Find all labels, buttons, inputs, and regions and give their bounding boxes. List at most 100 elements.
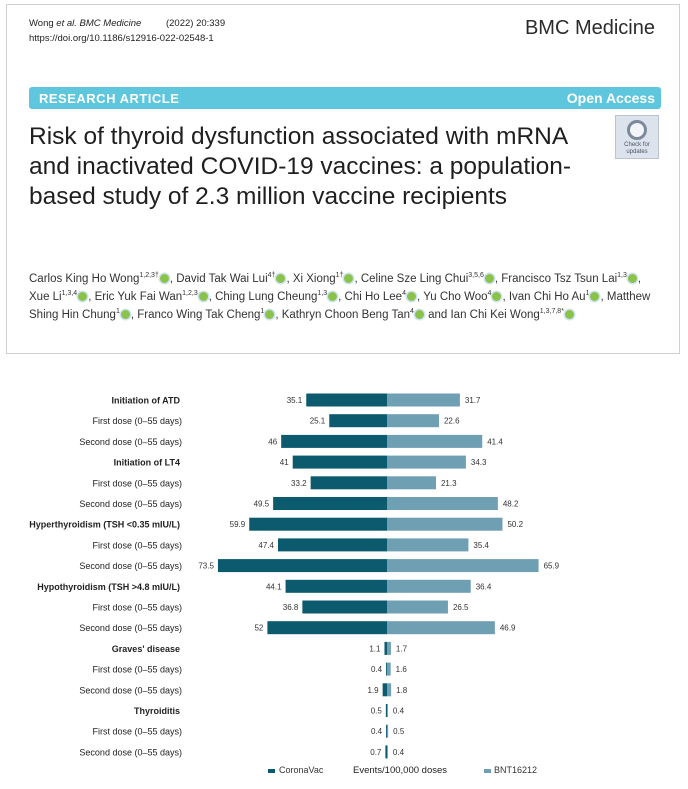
value-label-bnt16212: 0.4 xyxy=(393,707,405,716)
article-type-banner: RESEARCH ARTICLE Open Access xyxy=(29,87,661,109)
author-conjunction: and xyxy=(424,309,451,321)
value-label-coronavac: 59.9 xyxy=(230,520,246,529)
value-label-bnt16212: 1.6 xyxy=(396,665,408,674)
orcid-icon[interactable] xyxy=(276,273,286,283)
bar-coronavac xyxy=(281,434,387,448)
author-name[interactable]: Kathryn Choon Beng Tan xyxy=(281,309,410,321)
group-label: Thyroiditis xyxy=(134,706,180,716)
paper-header: Wong et al. BMC Medicine (2022) 20:339 h… xyxy=(6,4,680,354)
author-name[interactable]: Carlos King Ho Wong xyxy=(29,273,140,285)
orcid-icon[interactable] xyxy=(590,291,600,301)
value-label-coronavac: 0.4 xyxy=(371,665,383,674)
author-affiliation: 1 xyxy=(260,308,265,316)
bar-coronavac xyxy=(382,683,387,697)
orcid-icon[interactable] xyxy=(344,273,354,283)
citation-authors: Wong xyxy=(29,18,54,29)
value-label-bnt16212: 26.5 xyxy=(453,603,469,612)
category-label: Second dose (0–55 days) xyxy=(79,561,182,571)
bar-bnt16212 xyxy=(387,393,460,407)
author-affiliation: 4 xyxy=(487,290,492,298)
bar-coronavac xyxy=(385,745,387,759)
author-name[interactable]: David Tak Wai Lui xyxy=(176,273,268,285)
orcid-icon[interactable] xyxy=(328,291,338,301)
author-name[interactable]: Eric Yuk Fai Wan xyxy=(94,291,183,303)
bar-coronavac xyxy=(249,517,387,531)
category-label: Second dose (0–55 days) xyxy=(79,437,182,447)
value-label-bnt16212: 41.4 xyxy=(487,437,503,446)
value-label-coronavac: 25.1 xyxy=(310,417,326,426)
author-name[interactable]: Chi Ho Lee xyxy=(344,291,403,303)
author-list: Carlos King Ho Wong1,2,3†, David Tak Wai… xyxy=(29,272,651,321)
value-label-bnt16212: 35.4 xyxy=(473,541,489,550)
article-title: Risk of thyroid dysfunction associated w… xyxy=(29,123,572,210)
author-affiliation: 1,3,4 xyxy=(61,290,78,298)
value-label-bnt16212: 1.7 xyxy=(396,644,408,653)
bar-coronavac xyxy=(277,538,387,552)
orcid-icon[interactable] xyxy=(492,291,502,301)
category-label: First dose (0–55 days) xyxy=(92,665,182,675)
orcid-icon[interactable] xyxy=(198,291,208,301)
orcid-icon[interactable] xyxy=(78,291,88,301)
author-affiliation: 4† xyxy=(267,272,276,280)
author-name[interactable]: Xue Li xyxy=(29,291,62,303)
bar-bnt16212 xyxy=(387,414,439,428)
value-label-bnt16212: 1.8 xyxy=(396,686,408,695)
bar-bnt16212 xyxy=(387,621,495,635)
orcid-icon[interactable] xyxy=(265,309,275,319)
author-affiliation: 1,3 xyxy=(317,290,328,298)
category-label: Second dose (0–55 days) xyxy=(79,747,182,757)
author-affiliation: 1,2,3 xyxy=(182,290,198,298)
category-label: First dose (0–55 days) xyxy=(92,478,182,488)
author-name[interactable]: Franco Wing Tak Cheng xyxy=(137,309,261,321)
legend-label-bnt16212: BNT16212 xyxy=(494,765,537,775)
author-name[interactable]: Celine Sze Ling Chui xyxy=(360,273,469,285)
author-name[interactable]: Ivan Chi Ho Au xyxy=(508,291,586,303)
check-updates-line-2: updates xyxy=(626,149,648,155)
research-article-label: RESEARCH ARTICLE xyxy=(39,91,180,106)
author-name[interactable]: Yu Cho Woo xyxy=(423,291,488,303)
orcid-icon[interactable] xyxy=(407,291,416,301)
value-label-bnt16212: 46.9 xyxy=(500,624,516,633)
orcid-icon[interactable] xyxy=(484,273,494,283)
author-affiliation: 3,5,6 xyxy=(468,272,484,280)
category-label: First dose (0–55 days) xyxy=(92,727,182,737)
legend-label-coronavac: CoronaVac xyxy=(279,765,324,775)
value-label-coronavac: 41 xyxy=(280,458,289,467)
group-label: Initiation of LT4 xyxy=(114,458,180,468)
category-label: First dose (0–55 days) xyxy=(92,416,182,426)
category-label: First dose (0–55 days) xyxy=(92,603,182,613)
value-label-bnt16212: 0.4 xyxy=(393,748,405,757)
category-label: Second dose (0–55 days) xyxy=(79,623,182,633)
orcid-icon[interactable] xyxy=(159,273,169,283)
orcid-icon[interactable] xyxy=(414,309,424,319)
author-name[interactable]: Ian Chi Kei Wong xyxy=(450,309,540,321)
value-label-coronavac: 0.5 xyxy=(371,707,383,716)
value-label-coronavac: 47.4 xyxy=(258,541,274,550)
bar-bnt16212 xyxy=(387,683,392,697)
legend-swatch-coronavac xyxy=(268,769,275,773)
author-affiliation: 1 xyxy=(115,308,120,316)
value-label-coronavac: 36.8 xyxy=(283,603,299,612)
doi-link[interactable]: https://doi.org/10.1186/s12916-022-02548… xyxy=(29,33,214,44)
citation-etal: et al. xyxy=(56,18,77,29)
orcid-icon[interactable] xyxy=(627,273,637,283)
value-label-coronavac: 49.5 xyxy=(254,500,270,509)
value-label-coronavac: 0.7 xyxy=(370,748,382,757)
author-name[interactable]: Ching Lung Cheung xyxy=(215,291,318,303)
value-label-coronavac: 33.2 xyxy=(291,479,307,488)
bar-bnt16212 xyxy=(387,579,471,593)
bar-bnt16212 xyxy=(387,538,469,552)
author-name[interactable]: Francisco Tsz Tsun Lai xyxy=(501,273,618,285)
author-name[interactable]: Xi Xiong xyxy=(292,273,336,285)
value-label-coronavac: 1.1 xyxy=(369,644,381,653)
check-for-updates-badge[interactable]: Check for updates xyxy=(615,115,659,159)
author-name[interactable]: Matthew Shing Hin Chung xyxy=(29,291,651,321)
author-affiliation: 1,3 xyxy=(617,272,627,280)
bar-coronavac xyxy=(329,414,387,428)
bar-bnt16212 xyxy=(387,641,391,655)
butterfly-bar-chart: Initiation of ATD 35.1 31.7 First dose (0–5… xyxy=(29,393,560,776)
orcid-icon[interactable] xyxy=(564,309,574,319)
value-label-coronavac: 0.4 xyxy=(371,727,383,736)
orcid-icon[interactable] xyxy=(120,309,130,319)
value-label-coronavac: 44.1 xyxy=(266,582,282,591)
